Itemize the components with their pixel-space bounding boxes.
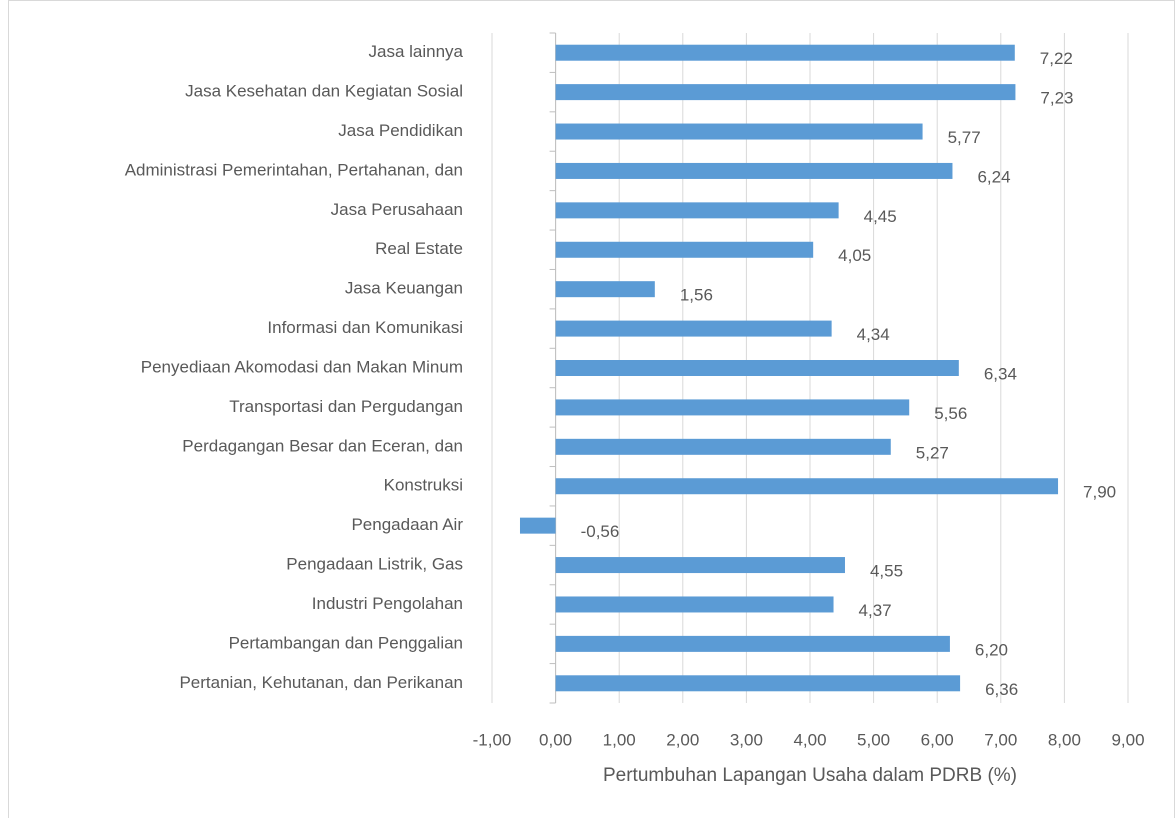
x-tick-label: -1,00 [473,730,512,749]
value-label: 7,23 [1040,89,1073,108]
y-tick-label: Pengadaan Air [351,515,463,534]
bar [555,202,839,219]
bar [555,675,961,692]
value-label: 7,90 [1083,483,1116,502]
value-label: 6,36 [985,680,1018,699]
x-tick-label: 3,00 [730,730,763,749]
y-tick-label: Jasa lainnya [368,42,463,61]
bar [555,557,845,574]
value-label: 4,05 [838,246,871,265]
y-tick-label: Industri Pengolahan [312,594,463,613]
y-tick-label: Transportasi dan Pergudangan [229,397,463,416]
value-label: 4,37 [859,601,892,620]
y-tick-label: Pengadaan Listrik, Gas [286,555,463,574]
value-label: 4,55 [870,562,903,581]
value-label: 6,24 [977,167,1010,186]
x-tick-label: 8,00 [1048,730,1081,749]
bar [555,162,953,179]
x-tick-label: 2,00 [666,730,699,749]
x-tick-label: 0,00 [539,730,572,749]
value-label: 4,34 [857,325,890,344]
y-tick-label: Informasi dan Komunikasi [267,318,463,337]
bar [555,596,834,613]
y-tick-label: Jasa Keuangan [345,279,463,298]
y-tick-label: Konstruksi [384,476,463,495]
bar [555,241,814,258]
bar [555,281,655,298]
bar [555,438,891,455]
value-label: 6,34 [984,364,1017,383]
bar [555,84,1016,101]
bar [555,478,1059,495]
value-label: 5,77 [948,128,981,147]
chart-frame [8,0,1175,818]
y-tick-label: Administrasi Pemerintahan, Pertahanan, d… [125,160,463,179]
bar [555,123,923,140]
y-tick-label: Jasa Pendidikan [338,121,463,140]
x-tick-label: 1,00 [603,730,636,749]
bar [555,360,959,376]
bar [555,399,910,416]
value-label: 5,27 [916,443,949,462]
value-label: 4,45 [864,207,897,226]
x-tick-label: 5,00 [857,730,890,749]
value-label: 6,20 [975,640,1008,659]
bar [519,517,556,534]
bar [555,635,950,652]
value-label: -0,56 [581,522,620,541]
value-label: 7,22 [1040,49,1073,68]
x-tick-label: 9,00 [1111,730,1144,749]
x-tick-label: 7,00 [984,730,1017,749]
x-tick-label: 4,00 [793,730,826,749]
bar [555,320,832,337]
y-tick-label: Jasa Perusahaan [331,200,463,219]
y-tick-label: Real Estate [375,239,463,258]
x-axis-title: Pertumbuhan Lapangan Usaha dalam PDRB (%… [603,765,1017,786]
y-tick-label: Jasa Kesehatan dan Kegiatan Sosial [185,82,463,101]
y-tick-label: Perdagangan Besar dan Eceran, dan [182,436,463,455]
value-label: 5,56 [934,404,967,423]
y-tick-label: Penyediaan Akomodasi dan Makan Minum [141,357,463,376]
bar [555,44,1015,61]
y-tick-label: Pertambangan dan Penggalian [229,633,463,652]
value-label: 1,56 [680,286,713,305]
x-tick-label: 6,00 [921,730,954,749]
y-tick-label: Pertanian, Kehutanan, dan Perikanan [179,673,463,692]
